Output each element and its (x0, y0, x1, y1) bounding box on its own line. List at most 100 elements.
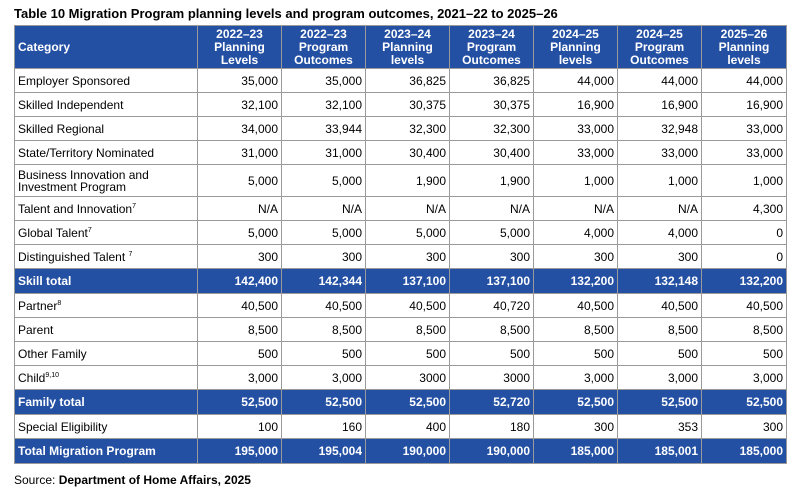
table-row: Distinguished Talent 7 300 300 300 300 300 300… (14, 244, 787, 269)
footnote-marker: 7 (128, 250, 133, 258)
table-cell: 137,100 (365, 268, 450, 294)
row-label-text: State/Territory Nominated (18, 145, 155, 160)
table-cell: 30,400 (449, 140, 534, 165)
table-cell: 40,500 (197, 293, 282, 318)
table-cell: 185,000 (701, 438, 787, 464)
table-cell: 500 (281, 341, 366, 366)
table-cell: 32,100 (197, 92, 282, 117)
table-cell: 52,500 (533, 389, 618, 415)
footnote-marker: 8 (57, 299, 62, 307)
table-cell: 34,000 (197, 116, 282, 141)
table-cell: 195,004 (281, 438, 366, 464)
header-column: 2024–25 Planning levels (533, 25, 618, 69)
table-cell: 3000 (365, 365, 450, 390)
row-label: Special Eligibility (14, 414, 198, 439)
table-cell: 1,000 (701, 164, 787, 197)
table-cell: 1,000 (533, 164, 618, 197)
table-row: Special Eligibility 100 160 400 180 300 353 300 (14, 414, 787, 439)
table-cell: 33,000 (701, 140, 787, 165)
table-cell: 4,000 (617, 220, 702, 245)
row-label: Employer Sponsored (14, 68, 198, 93)
table-row: Partner8 40,500 40,500 40,500 40,720 40,500 40… (14, 293, 787, 318)
row-label: Skill total (14, 268, 198, 294)
row-label-text: Child (18, 370, 46, 385)
row-label-text: Distinguished Talent (18, 249, 129, 264)
row-label: Family total (14, 389, 198, 415)
table-cell: 0 (701, 244, 787, 269)
table-cell: 44,000 (533, 68, 618, 93)
row-label: Skilled Independent (14, 92, 198, 117)
table-cell: 195,000 (197, 438, 282, 464)
table-cell: 100 (197, 414, 282, 439)
table-cell: 3,000 (533, 365, 618, 390)
table-row: Employer Sponsored 35,000 35,000 36,825 36,8… (14, 68, 787, 93)
table-cell: 8,500 (365, 317, 450, 342)
table-title: Table 10 Migration Program planning leve… (14, 6, 558, 21)
table-cell: 8,500 (533, 317, 618, 342)
table-cell: 40,720 (449, 293, 534, 318)
header-kind-1: Program (298, 39, 349, 54)
table-cell: 40,500 (533, 293, 618, 318)
table-cell: 16,900 (533, 92, 618, 117)
row-label-text: Global Talent (18, 225, 88, 240)
table-cell: 5,000 (365, 220, 450, 245)
table-cell: 3,000 (281, 365, 366, 390)
header-kind-2: Levels (220, 52, 259, 67)
row-label: Parent (14, 317, 198, 342)
table-cell: 300 (533, 244, 618, 269)
table-cell: 190,000 (365, 438, 450, 464)
table-cell: 36,825 (365, 68, 450, 93)
table-cell: 132,200 (533, 268, 618, 294)
table-cell: 300 (617, 244, 702, 269)
table-cell: 1,900 (365, 164, 450, 197)
table-cell: 30,400 (365, 140, 450, 165)
table-cell: 142,344 (281, 268, 366, 294)
table-cell: 5,000 (197, 164, 282, 197)
header-kind-2: levels (390, 52, 425, 67)
table-cell: 142,400 (197, 268, 282, 294)
table-cell: 190,000 (449, 438, 534, 464)
header-kind-2: Outcomes (630, 52, 689, 67)
table-body: Employer Sponsored 35,000 35,000 36,825 36,8… (14, 68, 787, 464)
table-cell: 40,500 (281, 293, 366, 318)
table-cell: 300 (281, 244, 366, 269)
table-row: Child9,10 3,000 3,000 3000 3000 3,000 3,000 3,0… (14, 365, 787, 390)
header-year: 2024–25 (636, 26, 683, 41)
table-row: Global Talent7 5,000 5,000 5,000 5,000 4,000 4… (14, 220, 787, 245)
migration-program-table: Category 2022–23 Planning Levels 2022–23 Pro… (14, 25, 787, 464)
row-label-text: Talent and Innovation (18, 201, 133, 216)
table-cell: 5,000 (281, 164, 366, 197)
table-cell: 3,000 (617, 365, 702, 390)
row-label-text: Skill total (18, 274, 72, 288)
table-cell: N/A (281, 196, 366, 221)
table-cell: 44,000 (701, 68, 787, 93)
table-row: Skilled Regional 34,000 33,944 32,300 32,300… (14, 116, 787, 141)
table-cell: 36,825 (449, 68, 534, 93)
table-cell: 32,300 (365, 116, 450, 141)
header-kind-1: Planning (550, 39, 601, 54)
table-cell: 33,000 (533, 116, 618, 141)
total-row: Skill total 142,400 142,344 137,100 137,100 1… (14, 268, 787, 294)
table-row: Skilled Independent 32,100 32,100 30,375 30,… (14, 92, 787, 117)
row-label-text: Parent (18, 322, 54, 337)
table-cell: 35,000 (197, 68, 282, 93)
table-cell: 44,000 (617, 68, 702, 93)
table-cell: 137,100 (449, 268, 534, 294)
table-cell: 3,000 (197, 365, 282, 390)
header-year: 2023–24 (384, 26, 431, 41)
table-cell: 3,000 (701, 365, 787, 390)
table-row: Other Family 500 500 500 500 500 500 500 (14, 341, 787, 366)
header-column: 2023–24 Program Outcomes (449, 25, 534, 69)
header-kind-2: levels (727, 52, 761, 67)
row-label-text: Skilled Regional (18, 121, 105, 136)
row-label-text: Partner (18, 298, 58, 313)
table-cell: 400 (365, 414, 450, 439)
row-label-text: Business Innovation and Investment Progr… (18, 167, 149, 194)
table-cell: 8,500 (701, 317, 787, 342)
table-cell: 300 (365, 244, 450, 269)
table-cell: 300 (449, 244, 534, 269)
table-row: Business Innovation and Investment Progr… (14, 164, 787, 197)
header-kind-2: Outcomes (294, 52, 353, 67)
table-cell: 40,500 (365, 293, 450, 318)
table-cell: 40,500 (617, 293, 702, 318)
